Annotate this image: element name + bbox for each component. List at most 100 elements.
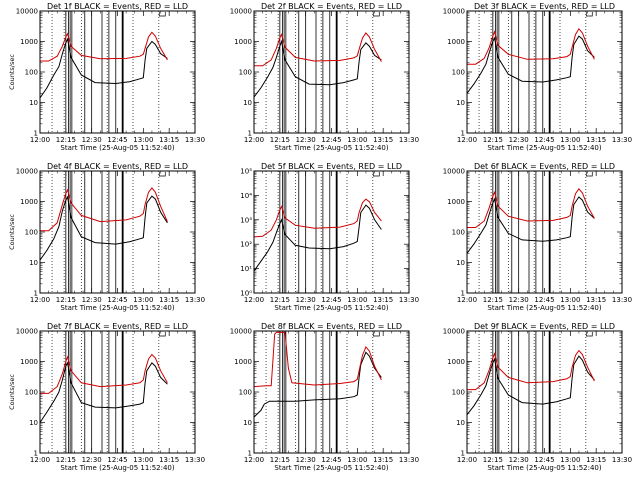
series-lld-line: [467, 27, 595, 65]
x-tick-label: 12:15: [483, 456, 503, 464]
y-tick-label: 1000: [20, 38, 38, 46]
panel-title: Det 5f BLACK = Events, RED = LLD: [261, 162, 402, 171]
x-axis-label: Start Time (25-Aug-05 11:52:40): [487, 464, 601, 472]
y-tick-label: 10000: [443, 168, 465, 176]
time-marker-bracket: [372, 172, 380, 177]
series-events-line: [39, 37, 168, 99]
x-tick-label: 13:30: [399, 296, 419, 304]
time-marker-bracket: [158, 332, 166, 337]
x-tick-label: 12:15: [483, 296, 503, 304]
time-marker-bracket: [158, 12, 166, 17]
x-tick-label: 12:00: [457, 456, 477, 464]
panel-det-7: Det 7f BLACK = Events, RED = LLD 1 10 100 10…: [8, 322, 205, 472]
x-tick-label: 13:30: [612, 296, 632, 304]
x-tick-label: 12:30: [82, 456, 102, 464]
y-tick-label: 1: [34, 290, 38, 298]
series-lld-line: [254, 32, 382, 67]
x-tick-label: 12:15: [270, 456, 290, 464]
panel-det-5: Det 5f BLACK = Events, RED = LLD 10⁰ 10¹ 10…: [240, 162, 419, 312]
y-axis-label: Counts/sec: [8, 374, 16, 410]
series-lld-line: [467, 187, 595, 228]
x-tick-label: 12:15: [270, 136, 290, 144]
time-marker-bracket: [372, 332, 380, 337]
x-tick-label: 12:15: [56, 296, 76, 304]
y-tick-label: 10: [29, 99, 38, 107]
y-tick-label: 1000: [447, 358, 465, 366]
y-tick-label: 10⁰: [240, 290, 252, 298]
plot-frame: [253, 330, 410, 454]
x-tick-label: 12:30: [82, 296, 102, 304]
panel-title: Det 7f BLACK = Events, RED = LLD: [47, 322, 188, 331]
series-lld-line: [40, 187, 168, 232]
panel-det-4: Det 4f BLACK = Events, RED = LLD 1 10 100 10…: [8, 162, 205, 312]
x-tick-label: 12:30: [296, 136, 316, 144]
series-events-line: [466, 196, 595, 254]
x-axis-label: Start Time (25-Aug-05 11:52:40): [60, 304, 174, 312]
y-tick-label: 1: [34, 130, 38, 138]
x-tick-label: 13:15: [586, 456, 606, 464]
y-tick-label: 1: [248, 450, 252, 458]
x-axis-label: Start Time (25-Aug-05 11:52:40): [487, 144, 601, 152]
x-tick-label: 13:00: [560, 456, 580, 464]
y-tick-label: 1: [461, 130, 465, 138]
x-tick-label: 13:15: [159, 456, 179, 464]
time-marker-bracket: [158, 172, 166, 177]
x-tick-label: 12:45: [321, 456, 341, 464]
y-tick-label: 1: [461, 290, 465, 298]
x-tick-label: 13:30: [612, 456, 632, 464]
y-tick-label: 10: [29, 259, 38, 267]
y-tick-label: 1: [461, 450, 465, 458]
panel-det-9: Det 9f BLACK = Events, RED = LLD 1 10 100 10…: [443, 322, 632, 472]
series-events-line: [253, 204, 382, 272]
y-tick-label: 10³: [240, 216, 252, 224]
x-tick-label: 12:30: [296, 296, 316, 304]
y-tick-label: 10000: [443, 328, 465, 336]
y-tick-label: 100: [239, 389, 252, 397]
panel-det-2: Det 2f BLACK = Events, RED = LLD 1 10 100 10…: [230, 2, 419, 152]
x-tick-label: 13:00: [133, 136, 153, 144]
y-tick-label: 10⁴: [240, 192, 252, 200]
x-axis-label: Start Time (25-Aug-05 11:52:40): [60, 144, 174, 152]
panel-title: Det 8f BLACK = Events, RED = LLD: [261, 322, 402, 331]
x-tick-label: 13:15: [586, 136, 606, 144]
series-events-line: [253, 39, 382, 98]
x-tick-label: 12:00: [244, 456, 264, 464]
x-tick-label: 13:15: [159, 296, 179, 304]
panel-det-8: Det 8f BLACK = Events, RED = LLD 1 10 100 10…: [230, 322, 419, 472]
x-tick-label: 13:30: [185, 136, 205, 144]
y-tick-label: 10¹: [240, 265, 252, 273]
x-tick-label: 12:30: [509, 456, 529, 464]
time-marker-bracket: [585, 332, 593, 337]
panel-title: Det 9f BLACK = Events, RED = LLD: [474, 322, 615, 331]
x-tick-label: 12:00: [244, 136, 264, 144]
panel-title: Det 4f BLACK = Events, RED = LLD: [47, 162, 188, 171]
x-tick-label: 13:00: [560, 136, 580, 144]
x-tick-label: 12:45: [321, 136, 341, 144]
y-tick-label: 10000: [16, 328, 38, 336]
y-tick-label: 10000: [230, 8, 252, 16]
x-tick-label: 13:00: [347, 456, 367, 464]
y-tick-label: 1000: [447, 38, 465, 46]
y-tick-label: 1000: [20, 198, 38, 206]
x-tick-label: 12:30: [82, 136, 102, 144]
y-tick-label: 10000: [230, 328, 252, 336]
panel-det-1: Det 1f BLACK = Events, RED = LLD 1 10 100 10…: [8, 2, 205, 152]
x-tick-label: 12:00: [30, 136, 50, 144]
x-tick-label: 12:30: [296, 456, 316, 464]
y-tick-label: 100: [452, 229, 465, 237]
x-tick-label: 12:15: [483, 136, 503, 144]
x-tick-label: 12:45: [534, 456, 554, 464]
y-tick-label: 10: [29, 419, 38, 427]
x-tick-label: 12:15: [270, 296, 290, 304]
x-tick-label: 13:30: [399, 136, 419, 144]
y-tick-label: 10²: [240, 241, 252, 249]
series-lld-line: [253, 331, 382, 388]
panel-det-6: Det 6f BLACK = Events, RED = LLD 1 10 100 10…: [443, 162, 632, 312]
panel-title: Det 3f BLACK = Events, RED = LLD: [474, 2, 615, 11]
series-lld-line: [40, 353, 168, 394]
series-lld-line: [253, 198, 382, 238]
series-events-line: [253, 351, 382, 418]
series-events-line: [466, 35, 595, 94]
x-tick-label: 12:45: [534, 296, 554, 304]
